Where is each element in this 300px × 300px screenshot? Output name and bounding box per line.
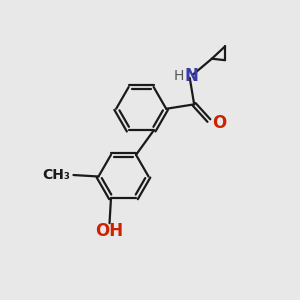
Text: OH: OH — [95, 222, 124, 240]
Text: N: N — [184, 67, 198, 85]
Text: O: O — [212, 114, 227, 132]
Text: H: H — [173, 68, 184, 83]
Text: CH₃: CH₃ — [42, 168, 70, 182]
